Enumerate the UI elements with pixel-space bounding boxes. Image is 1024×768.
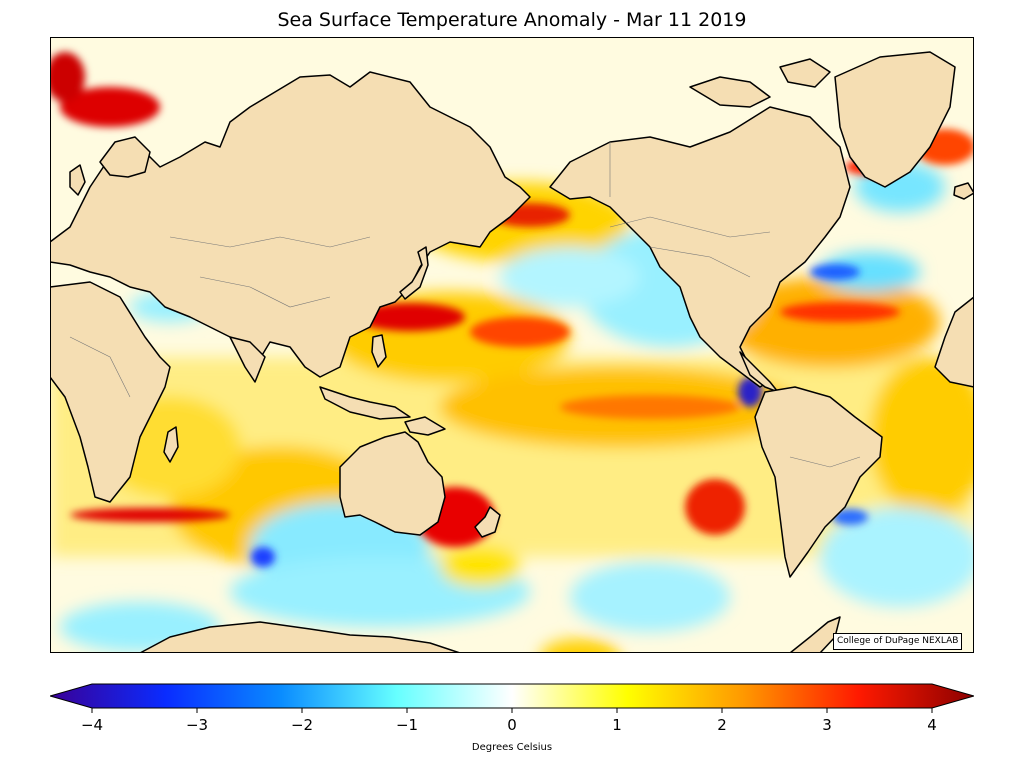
colorbar-tick-label: −3 [186, 716, 208, 734]
south-america-landmass [754, 386, 883, 578]
north-america-landmass [549, 106, 851, 388]
greenland-landmass [834, 51, 956, 188]
colorbar-ticks: −4 −3 −2 −1 0 1 2 3 4 [81, 708, 937, 734]
indonesia-islands [319, 386, 411, 420]
colorbar-tick-label: −1 [396, 716, 418, 734]
british-isles [69, 164, 86, 196]
madagascar-island [163, 426, 179, 463]
colorbar: −4 −3 −2 −1 0 1 2 3 4 [50, 683, 974, 734]
arctic-islands [689, 76, 771, 108]
india-landmass [229, 336, 266, 383]
antarctica-peninsula [789, 616, 841, 653]
colorbar-bar [50, 683, 974, 709]
arctic-islands-2 [779, 58, 831, 88]
sst-anomaly-map [50, 37, 974, 653]
australia-landmass [339, 431, 446, 536]
iceland-island [953, 182, 974, 200]
colorbar-label: Degrees Celsius [471, 742, 553, 753]
africa-landmass [50, 281, 171, 503]
japan-islands [399, 246, 429, 300]
colorbar-tick-label: −4 [81, 716, 103, 734]
country-borders [69, 142, 861, 468]
philippines-islands [371, 334, 387, 368]
scandinavia-landmass [99, 136, 151, 178]
eurasia-landmass [50, 71, 531, 378]
new-zealand-islands [474, 506, 501, 538]
land [50, 51, 974, 653]
colorbar-tick-label: 1 [612, 716, 622, 734]
colorbar-tick-label: 0 [507, 716, 517, 734]
new-guinea-island [404, 416, 446, 436]
credit-label: College of DuPage NEXLAB [833, 633, 963, 650]
map-frame [50, 37, 974, 653]
colorbar-tick-label: −2 [291, 716, 313, 734]
antarctica-landmass [139, 621, 461, 653]
colorbar-tick-label: 2 [717, 716, 727, 734]
colorbar-tick-label: 3 [822, 716, 832, 734]
colorbar-tick-label: 4 [927, 716, 937, 734]
map-title: Sea Surface Temperature Anomaly - Mar 11… [277, 9, 747, 31]
west-africa-landmass [934, 296, 974, 388]
